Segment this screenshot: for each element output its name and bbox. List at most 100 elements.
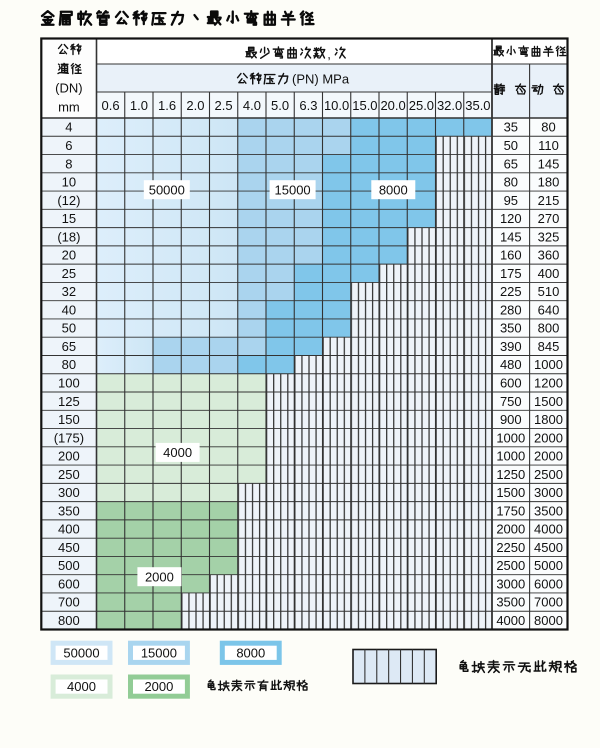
svg-text:5000: 5000 <box>534 558 563 573</box>
svg-text:120: 120 <box>500 211 522 226</box>
svg-text:2000: 2000 <box>534 449 563 464</box>
svg-text:150: 150 <box>58 412 80 427</box>
svg-text:1250: 1250 <box>496 467 525 482</box>
svg-text:1.0: 1.0 <box>130 98 148 113</box>
svg-text:2000: 2000 <box>496 522 525 537</box>
svg-text:,: , <box>327 47 331 62</box>
svg-text:500: 500 <box>58 558 80 573</box>
svg-text:2250: 2250 <box>496 540 525 555</box>
svg-text:(175): (175) <box>54 430 84 445</box>
svg-text:8000: 8000 <box>379 182 408 197</box>
svg-text:(PN) MPa: (PN) MPa <box>292 72 350 87</box>
svg-text:4000: 4000 <box>67 679 96 694</box>
svg-text:4: 4 <box>65 120 72 135</box>
svg-text:1750: 1750 <box>496 503 525 518</box>
svg-text:2.5: 2.5 <box>215 98 233 113</box>
svg-text:510: 510 <box>538 284 560 299</box>
svg-text:640: 640 <box>538 302 560 317</box>
svg-text:2500: 2500 <box>496 558 525 573</box>
svg-text:2000: 2000 <box>145 569 174 584</box>
svg-text:270: 270 <box>538 211 560 226</box>
svg-text:40: 40 <box>62 302 76 317</box>
svg-text:145: 145 <box>500 229 522 244</box>
svg-text:1000: 1000 <box>496 449 525 464</box>
svg-text:4500: 4500 <box>534 540 563 555</box>
svg-text:15000: 15000 <box>141 645 177 660</box>
svg-text:300: 300 <box>58 485 80 500</box>
svg-text:700: 700 <box>58 595 80 610</box>
svg-text:mm: mm <box>58 99 80 114</box>
svg-text:110: 110 <box>538 138 559 153</box>
svg-text:25: 25 <box>62 266 76 281</box>
svg-text:20.0: 20.0 <box>380 98 405 113</box>
svg-text:280: 280 <box>500 302 522 317</box>
svg-text:1.6: 1.6 <box>158 98 176 113</box>
svg-text:215: 215 <box>538 193 560 208</box>
svg-text:750: 750 <box>500 394 522 409</box>
svg-text:6.3: 6.3 <box>299 98 317 113</box>
svg-text:10: 10 <box>62 175 76 190</box>
svg-text:7000: 7000 <box>534 595 563 610</box>
svg-text:65: 65 <box>62 339 76 354</box>
svg-text:95: 95 <box>504 193 518 208</box>
svg-text:845: 845 <box>538 339 560 354</box>
svg-text:180: 180 <box>538 175 560 190</box>
svg-text:(DN): (DN) <box>55 80 82 95</box>
svg-text:1000: 1000 <box>534 357 563 372</box>
svg-text:350: 350 <box>58 503 80 518</box>
svg-text:35: 35 <box>504 120 518 135</box>
svg-text:5.0: 5.0 <box>271 98 289 113</box>
svg-text:480: 480 <box>500 357 522 372</box>
svg-text:35.0: 35.0 <box>465 98 490 113</box>
svg-text:4000: 4000 <box>496 613 525 628</box>
svg-text:1500: 1500 <box>534 394 563 409</box>
svg-text:3000: 3000 <box>496 576 525 591</box>
svg-text:2000: 2000 <box>534 430 563 445</box>
svg-text:15: 15 <box>62 211 76 226</box>
svg-text:50: 50 <box>62 321 76 336</box>
svg-text:145: 145 <box>538 156 560 171</box>
svg-text:10.0: 10.0 <box>324 98 349 113</box>
svg-text:400: 400 <box>538 266 560 281</box>
svg-text:50: 50 <box>504 138 518 153</box>
svg-text:8: 8 <box>65 156 72 171</box>
svg-text:3500: 3500 <box>496 595 525 610</box>
svg-text:4.0: 4.0 <box>243 98 261 113</box>
svg-text:80: 80 <box>62 357 76 372</box>
svg-text:160: 160 <box>500 248 522 263</box>
svg-text:225: 225 <box>500 284 522 299</box>
svg-text:32: 32 <box>62 284 76 299</box>
svg-text:250: 250 <box>58 467 80 482</box>
svg-text:80: 80 <box>541 120 555 135</box>
svg-text:800: 800 <box>58 613 80 628</box>
svg-text:2500: 2500 <box>534 467 563 482</box>
svg-text:6: 6 <box>65 138 72 153</box>
svg-text:65: 65 <box>504 156 518 171</box>
svg-text:15.0: 15.0 <box>352 98 377 113</box>
svg-text:125: 125 <box>58 394 80 409</box>
svg-text:800: 800 <box>538 321 560 336</box>
svg-text:2.0: 2.0 <box>186 98 204 113</box>
svg-text:3500: 3500 <box>534 503 563 518</box>
svg-text:100: 100 <box>58 376 80 391</box>
svg-text:600: 600 <box>58 576 80 591</box>
svg-text:25.0: 25.0 <box>409 98 434 113</box>
svg-text:600: 600 <box>500 376 522 391</box>
svg-text:20: 20 <box>62 248 76 263</box>
svg-text:2000: 2000 <box>144 679 173 694</box>
svg-text:32.0: 32.0 <box>437 98 462 113</box>
svg-text:80: 80 <box>504 175 518 190</box>
svg-text:450: 450 <box>58 540 80 555</box>
svg-text:900: 900 <box>500 412 522 427</box>
svg-text:1000: 1000 <box>496 430 525 445</box>
svg-text:15000: 15000 <box>275 182 311 197</box>
svg-text:(18): (18) <box>57 229 80 244</box>
svg-text:1200: 1200 <box>534 376 563 391</box>
svg-text:8000: 8000 <box>236 645 265 660</box>
svg-text:50000: 50000 <box>63 645 99 660</box>
svg-text:175: 175 <box>500 266 522 281</box>
svg-text:325: 325 <box>538 229 560 244</box>
svg-text:1800: 1800 <box>534 412 563 427</box>
svg-text:0.6: 0.6 <box>102 98 120 113</box>
svg-text:50000: 50000 <box>149 182 185 197</box>
